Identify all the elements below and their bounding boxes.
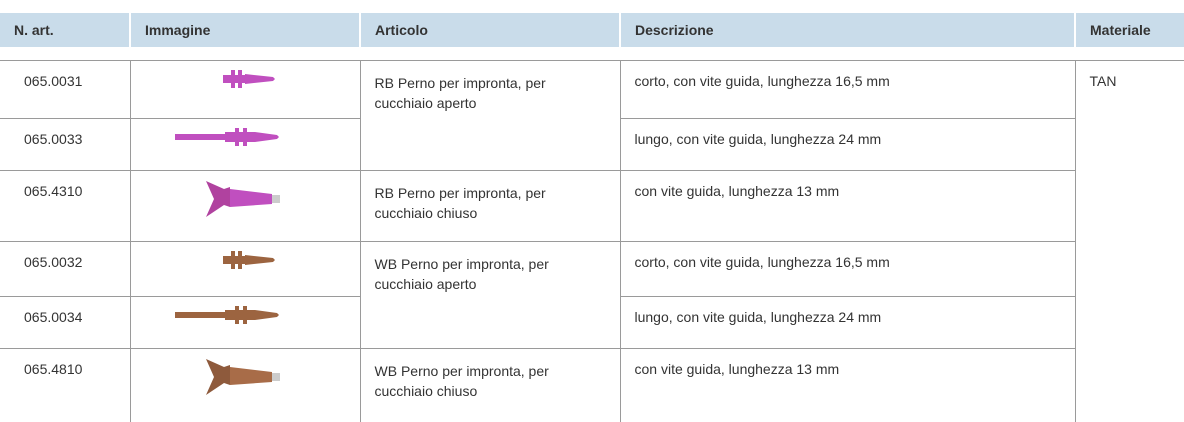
article: WB Perno per impronta, per cucchiaio ape… bbox=[374, 256, 549, 292]
article: RB Perno per impronta, per cucchiaio ape… bbox=[374, 75, 546, 111]
article-cell: WB Perno per impronta, per cucchiaio chi… bbox=[359, 348, 620, 422]
image-cell bbox=[129, 296, 360, 349]
code: 065.4810 bbox=[0, 348, 130, 422]
article: RB Perno per impronta, per cucchiaio chi… bbox=[374, 185, 546, 221]
row: 065.0032 WB Perno per impronta, per cucc… bbox=[0, 241, 1184, 349]
image-cell bbox=[129, 170, 360, 242]
article-cell: RB Perno per impronta, per cucchiaio ape… bbox=[359, 60, 620, 171]
article: WB Perno per impronta, per cucchiaio chi… bbox=[374, 363, 549, 399]
row: 065.0031 RB Perno per impronta, per cucc… bbox=[0, 60, 1184, 422]
header-cell: Immagine bbox=[129, 13, 360, 47]
header-cell: N. art. bbox=[0, 13, 130, 47]
header-cell: Articolo bbox=[359, 13, 620, 47]
image-cell bbox=[129, 241, 360, 297]
row: 065.0034 lungo, con vite guida, lunghezz… bbox=[0, 296, 1184, 349]
image-cell bbox=[129, 60, 360, 119]
product-image bbox=[223, 251, 275, 269]
header-row: N. art. Immagine Articolo Descrizione Ma… bbox=[0, 13, 1184, 47]
article-cell: RB Perno per impronta, per cucchiaio chi… bbox=[359, 170, 620, 242]
code: 065.0031 bbox=[0, 60, 130, 119]
row: 065.4810 WB Perno per impronta, per cucc… bbox=[0, 348, 1184, 422]
header-cell: Materiale bbox=[1074, 13, 1184, 47]
description: corto, con vite guida, lunghezza 16,5 mm bbox=[619, 241, 1075, 297]
code: 065.4310 bbox=[0, 170, 130, 242]
table-header: N. art. Immagine Articolo Descrizione Ma… bbox=[0, 13, 1184, 47]
row: 065.0033 lungo, con vite guida, lunghezz… bbox=[0, 118, 1184, 171]
description: lungo, con vite guida, lunghezza 24 mm bbox=[619, 118, 1075, 171]
description: corto, con vite guida, lunghezza 16,5 mm bbox=[619, 60, 1075, 119]
product-image bbox=[206, 181, 280, 217]
material: TAN bbox=[1074, 60, 1184, 422]
code: 065.0032 bbox=[0, 241, 130, 297]
description: con vite guida, lunghezza 13 mm bbox=[619, 348, 1075, 422]
product-image bbox=[175, 128, 279, 146]
code: 065.0033 bbox=[0, 118, 130, 171]
product-image bbox=[223, 70, 275, 88]
product-image bbox=[206, 359, 280, 395]
description: con vite guida, lunghezza 13 mm bbox=[619, 170, 1075, 242]
header-cell: Descrizione bbox=[619, 13, 1075, 47]
product-image bbox=[175, 306, 279, 324]
description: lungo, con vite guida, lunghezza 24 mm bbox=[619, 296, 1075, 349]
row: 065.4310 RB Perno per impronta, per cucc… bbox=[0, 170, 1184, 242]
image-cell bbox=[129, 118, 360, 171]
code: 065.0034 bbox=[0, 296, 130, 349]
table-body: 065.0031 RB Perno per impronta, per cucc… bbox=[0, 60, 1184, 422]
image-cell bbox=[129, 348, 360, 422]
article-cell: WB Perno per impronta, per cucchiaio ape… bbox=[359, 241, 620, 349]
